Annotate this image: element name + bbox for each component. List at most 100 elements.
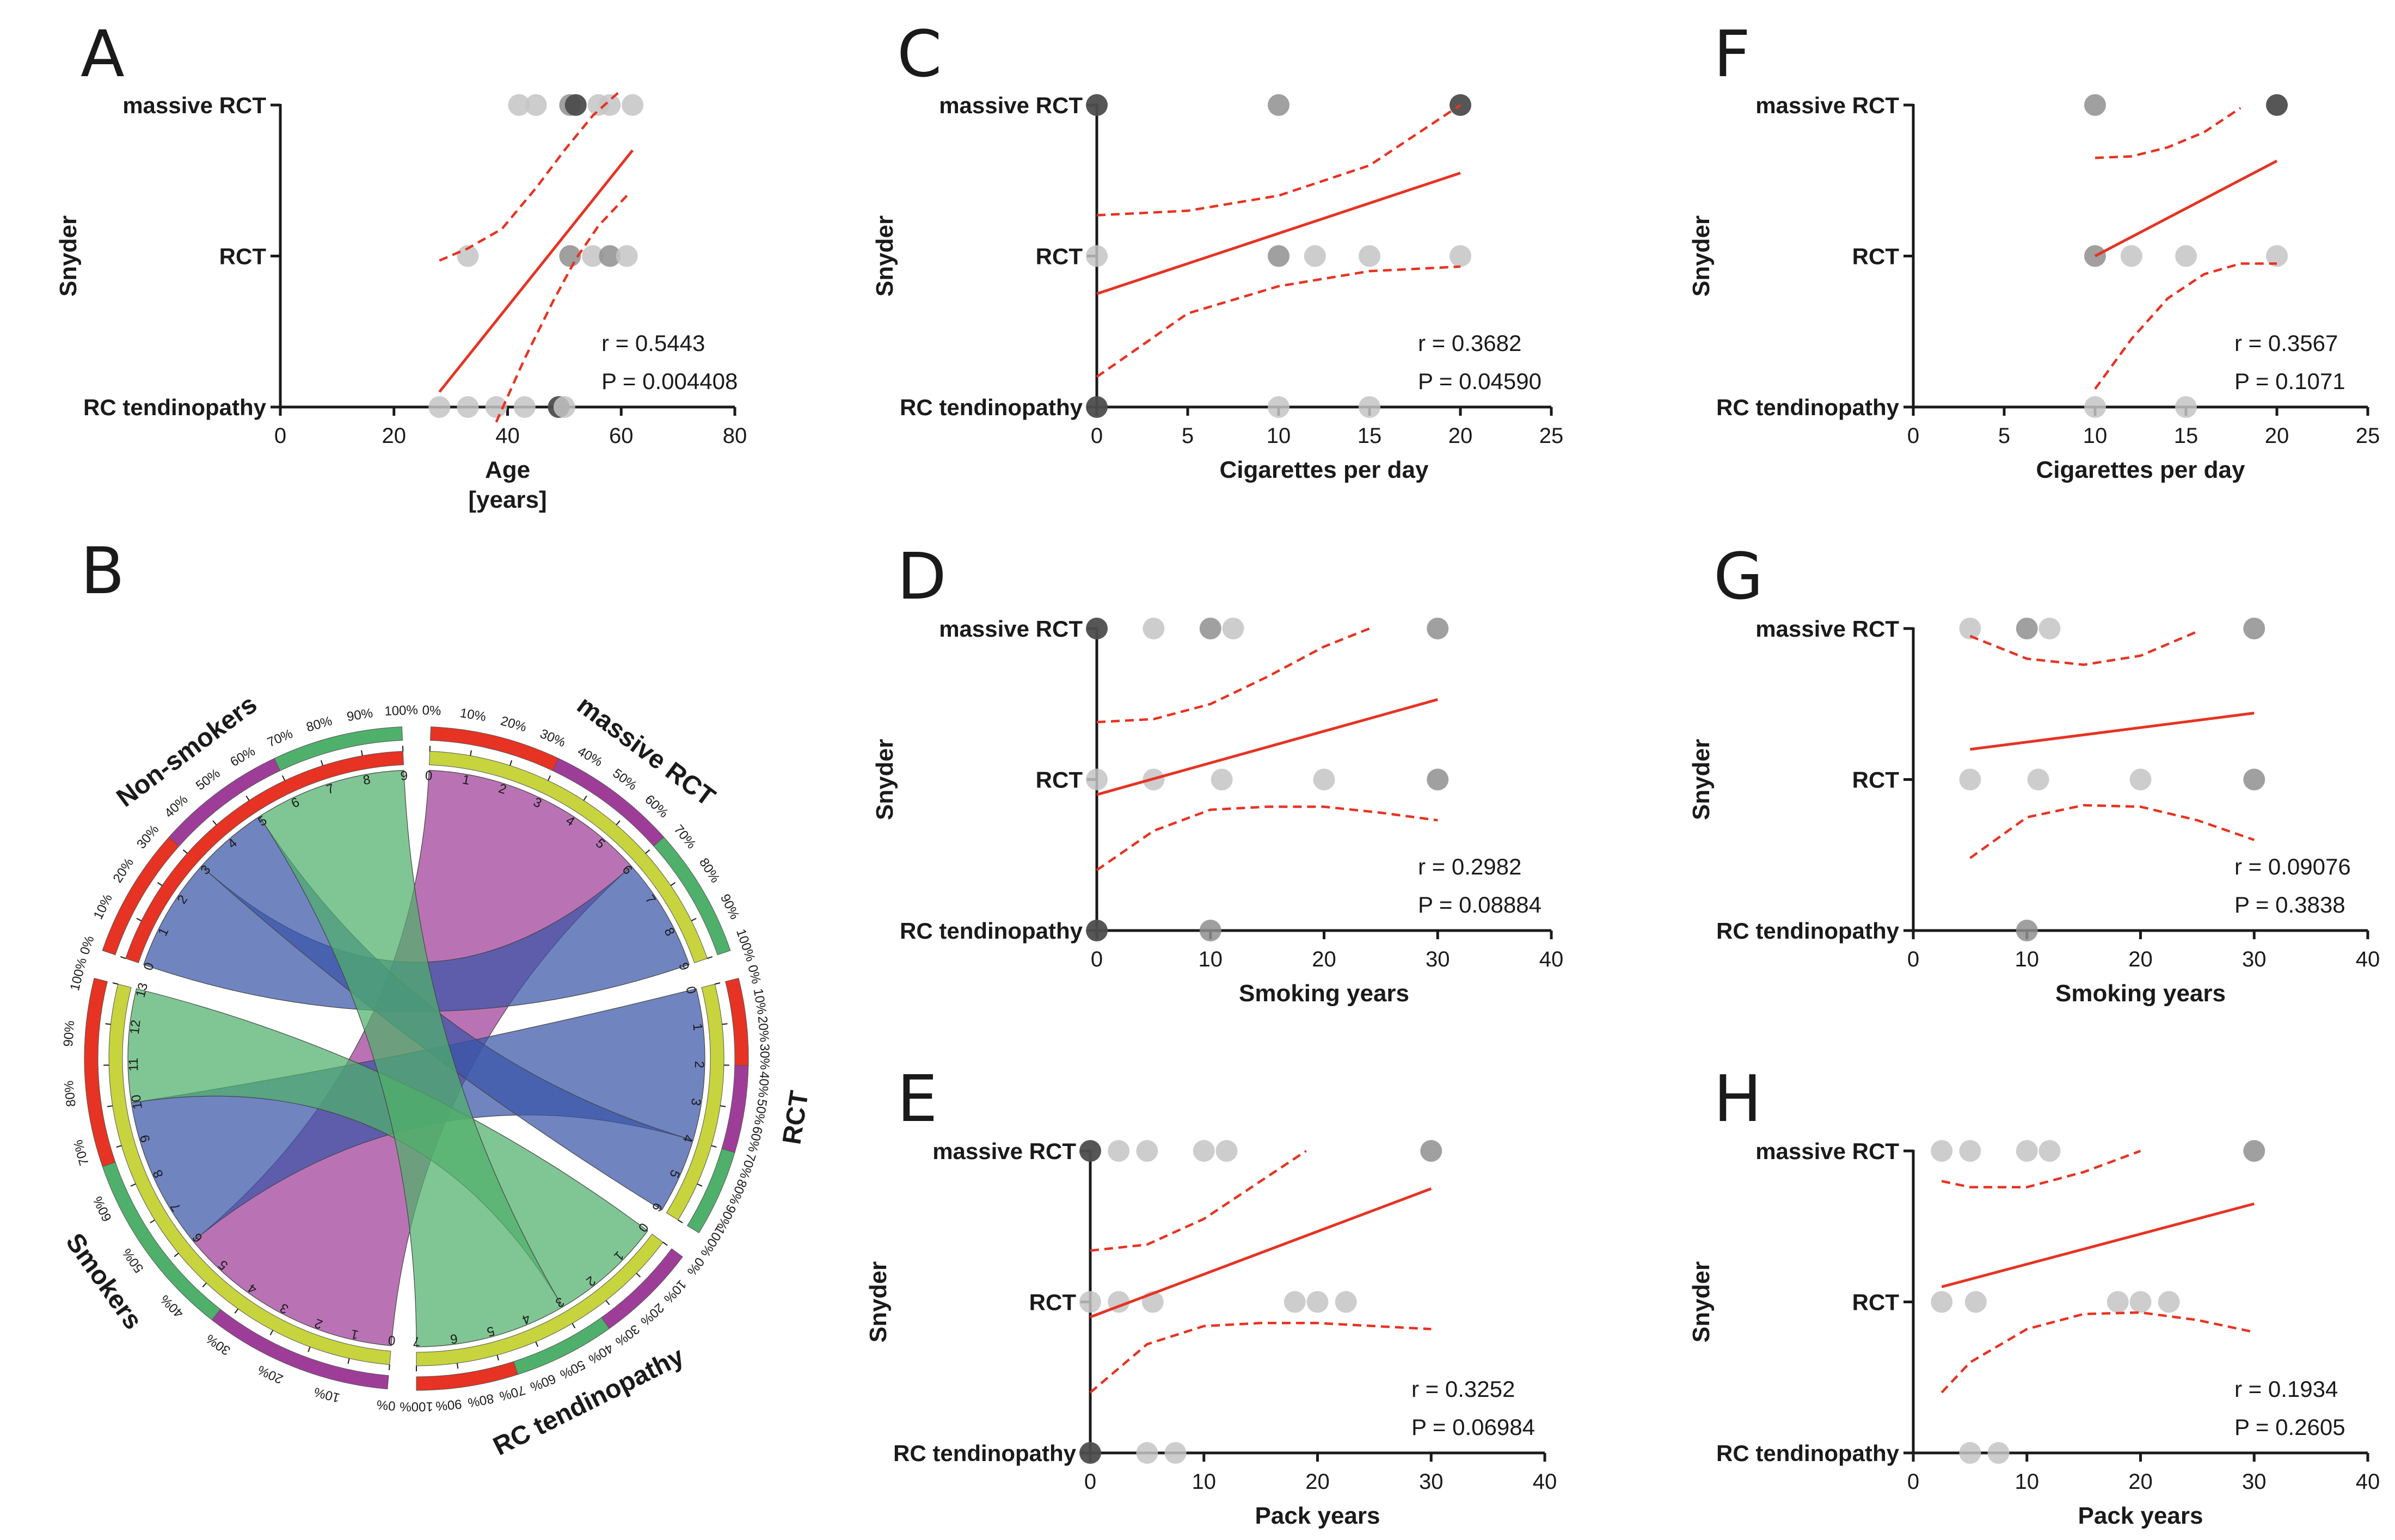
percent-tick-label: 0%: [77, 934, 97, 957]
data-point: [1450, 245, 1471, 267]
x-tick-label: 25: [1539, 424, 1564, 448]
data-point: [1304, 245, 1326, 267]
data-point: [1079, 1291, 1101, 1313]
percent-tick-label: 90%: [717, 892, 742, 922]
percent-tick-label: 0%: [684, 1254, 707, 1278]
x-axis-title: Cigarettes per day: [2036, 457, 2245, 483]
y-category-label: massive RCT: [1755, 616, 1899, 642]
x-tick-label: 20: [1448, 424, 1473, 448]
percent-tick-label: 70%: [71, 1138, 92, 1167]
y-category-label: RC tendinopathy: [83, 395, 267, 420]
group-arc: [666, 983, 724, 1221]
scatter-panel-c: 0 5 10 15 20 25 RC tendinopathy RCT massive RCT S…: [871, 93, 1563, 483]
percent-tick-label: 80%: [62, 1080, 79, 1108]
stat-p: P = 0.04590: [1418, 368, 1542, 394]
data-point: [2038, 618, 2061, 639]
y-axis-title: Snyder: [55, 215, 82, 297]
data-point: [1959, 768, 1981, 791]
ci-lower-band: [1089, 1322, 1432, 1394]
y-category-label: RC tendinopathy: [1716, 918, 1900, 944]
data-point: [2243, 1140, 2265, 1162]
group-arc: [416, 1234, 664, 1366]
y-axis-title: Snyder: [1688, 1261, 1715, 1342]
y-category-label: RC tendinopathy: [900, 395, 1083, 420]
unit-tick: [182, 849, 188, 854]
data-point: [2175, 396, 2197, 418]
y-category-label: RCT: [1036, 767, 1083, 793]
ci-lower-band: [495, 194, 628, 423]
data-point: [2016, 920, 2038, 941]
data-point: [622, 94, 644, 116]
unit-tick-label: 1: [461, 772, 471, 788]
unit-tick-label: 0: [683, 985, 698, 995]
x-tick-label: 10: [2083, 424, 2108, 448]
data-point: [2027, 768, 2049, 791]
unit-tick: [130, 1183, 136, 1187]
percent-tick-label: 100%: [697, 1223, 727, 1259]
unit-tick-label: 0: [388, 1332, 396, 1347]
data-point: [1306, 1291, 1329, 1313]
data-point: [2243, 768, 2265, 791]
panel-label-c: C: [897, 16, 942, 91]
y-category-label: massive RCT: [122, 93, 266, 118]
stat-r: r = 0.3567: [2234, 330, 2338, 356]
unit-tick: [496, 1354, 499, 1361]
unit-tick: [245, 795, 250, 801]
unit-tick: [707, 956, 713, 959]
percent-tick-label: 40%: [157, 1292, 186, 1321]
x-tick-label: 5: [1998, 424, 2010, 448]
percent-tick-label: 30%: [538, 726, 568, 750]
group-label: RCT: [777, 1089, 814, 1147]
stat-p: P = 0.2605: [2234, 1414, 2345, 1440]
unit-tick: [174, 1253, 179, 1258]
x-tick-label: 0: [274, 424, 286, 448]
unit-tick: [697, 1183, 703, 1187]
percent-tick-label: 90%: [346, 706, 374, 724]
stat-r: r = 0.3682: [1418, 330, 1521, 356]
unit-tick: [269, 1330, 274, 1335]
data-point: [525, 94, 547, 116]
unit-tick: [715, 982, 721, 985]
percent-tick-label: 30%: [612, 1321, 642, 1349]
y-axis-title: Snyder: [871, 739, 898, 820]
percent-tick-label: 30%: [757, 1044, 772, 1070]
percent-tick-label: 60%: [90, 1194, 115, 1224]
group-arc: [429, 751, 708, 964]
percent-tick-label: 60%: [642, 792, 671, 821]
data-point: [513, 396, 536, 418]
data-point: [1199, 618, 1221, 639]
data-point: [2084, 396, 2106, 418]
x-tick-label: 40: [2356, 947, 2380, 971]
group-label: Smokers: [60, 1228, 148, 1335]
percent-tick-label: 10%: [751, 988, 769, 1016]
stat-r: r = 0.09076: [2234, 854, 2351, 879]
percent-tick-label: 70%: [671, 822, 699, 852]
ci-upper-band: [1941, 1149, 2141, 1188]
x-axis-title: Cigarettes per day: [1220, 457, 1429, 483]
percent-ring-segment: [653, 836, 731, 956]
y-category-label: RC tendinopathy: [900, 918, 1083, 944]
data-point: [1143, 618, 1165, 639]
y-axis-title: Snyder: [871, 215, 898, 297]
data-point: [2038, 1140, 2061, 1162]
data-point: [564, 94, 587, 116]
unit-tick-label: 1: [690, 1022, 705, 1031]
scatter-panel-a: 0 20 40 60 80 RC tendinopathy RCT massive RCT Sn…: [55, 89, 747, 513]
x-axis-title-unit: [years]: [468, 486, 546, 513]
data-point: [2175, 245, 2197, 267]
x-axis-title: Smoking years: [2055, 980, 2226, 1007]
percent-tick-label: 30%: [134, 822, 162, 852]
data-point: [457, 245, 479, 267]
chord-ribbon: [259, 769, 563, 1347]
data-point: [1211, 768, 1233, 791]
data-point: [1079, 1140, 1101, 1162]
percent-tick-label: 60%: [745, 1125, 765, 1154]
percent-tick-label: 100%: [733, 927, 758, 964]
data-point: [553, 396, 575, 418]
y-category-label: RC tendinopathy: [1716, 1440, 1900, 1466]
unit-tick: [112, 982, 118, 985]
x-tick-label: 5: [1182, 424, 1194, 448]
percent-tick-label: 20%: [755, 1015, 772, 1043]
data-point: [1086, 396, 1108, 418]
